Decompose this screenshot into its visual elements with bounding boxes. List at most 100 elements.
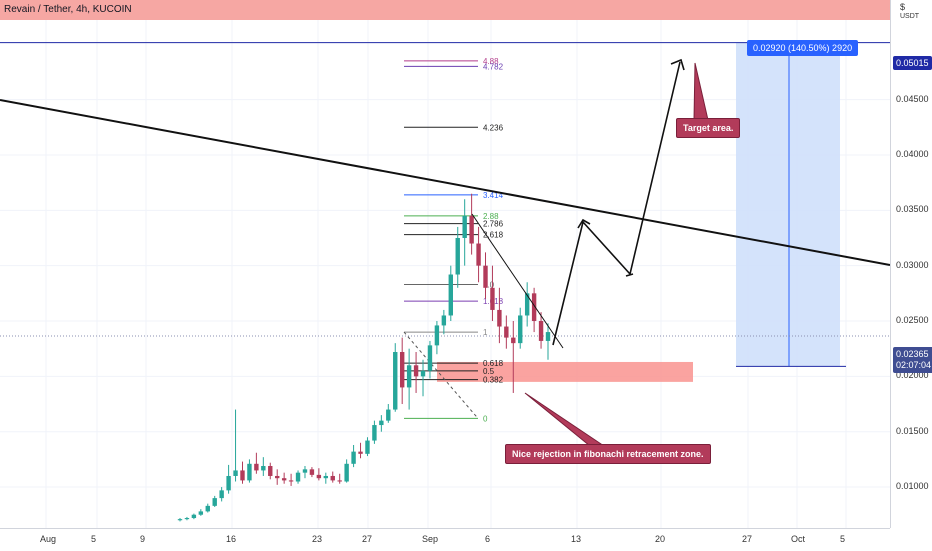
long-trendline	[0, 99, 891, 266]
fib-level-label: 0.618	[483, 359, 504, 368]
fib-level-label: 2.618	[483, 231, 504, 240]
candle-body	[483, 265, 488, 288]
candle-body	[399, 352, 405, 388]
candle-body	[448, 274, 453, 316]
candle-body	[226, 475, 231, 491]
price-tick-label: 0.01500	[896, 425, 929, 436]
candle-body	[413, 365, 419, 377]
candle-body	[420, 370, 426, 377]
candle-body	[254, 463, 259, 471]
candle-body	[518, 315, 523, 344]
title-banner	[0, 0, 890, 20]
candle-body	[275, 475, 280, 479]
short-trendline	[471, 213, 564, 349]
candle-body	[233, 470, 238, 476]
candle-body	[302, 469, 308, 473]
candle-body	[434, 325, 440, 346]
fib-level-label: 2.0	[483, 280, 495, 289]
time-tick-label: Oct	[791, 534, 806, 544]
candle-body	[406, 365, 412, 388]
candle-body	[504, 326, 509, 338]
candlestick-series	[177, 193, 551, 522]
price-axis[interactable]	[890, 0, 932, 528]
measure-label: 0.02920 (140.50%) 2920	[747, 40, 859, 56]
time-axis[interactable]	[0, 528, 890, 551]
candle-body	[469, 215, 474, 244]
fib-level-label: 2.88	[483, 212, 499, 221]
fib-level-label: 0.382	[483, 376, 504, 385]
current-price-value: 0.02365	[896, 349, 929, 359]
candle-body	[455, 237, 460, 275]
price-tick-label: 0.03500	[896, 204, 929, 215]
candle-body	[212, 498, 217, 506]
candle-body	[198, 511, 204, 515]
fib-level-label: 4.88	[483, 57, 499, 66]
time-tick-label: 27	[742, 534, 753, 544]
price-tick-label: 0.03000	[896, 259, 929, 270]
fib-level-label: 0.5	[483, 367, 495, 376]
price-tick-label: 0.04500	[896, 93, 929, 104]
rejection-callout-pointer	[524, 392, 606, 447]
candle-body	[240, 470, 245, 481]
time-tick-label: 5	[91, 534, 97, 544]
time-tick-label: 20	[655, 534, 666, 544]
candle-body	[358, 451, 363, 454]
price-tick-label: 0.02500	[896, 315, 929, 325]
candle-body	[184, 518, 190, 520]
candle-body	[344, 463, 349, 482]
time-tick-label: 5	[840, 534, 846, 544]
price-tick-label: 0.02000	[896, 370, 929, 381]
projection-path	[552, 61, 681, 346]
target-callout-pointer	[693, 62, 709, 121]
measure-box	[736, 42, 840, 367]
candle-body	[281, 478, 287, 481]
price-tick-label: 0.01000	[896, 481, 929, 492]
fib-level-label: 3.414	[483, 191, 504, 200]
candle-body	[351, 451, 356, 464]
candle-body	[538, 321, 544, 341]
fib-level-label: 2.786	[483, 220, 504, 229]
projection-corner	[625, 273, 634, 277]
candle-body	[511, 337, 516, 344]
candle-body	[247, 463, 252, 481]
candle-body	[524, 293, 530, 316]
retracement-zone	[437, 361, 693, 382]
time-tick-label: 16	[226, 534, 237, 544]
time-tick-label: 13	[571, 534, 582, 544]
fib-level-label: 1	[483, 328, 488, 337]
projection-arrowhead-1	[577, 218, 591, 229]
target-annotation[interactable]: Target area.	[676, 118, 741, 138]
candle-body	[330, 475, 335, 481]
price-tick-label: 0.04000	[896, 148, 929, 159]
fib-level-label: 4.782	[483, 62, 504, 71]
currency-label[interactable]: $ USDT	[900, 3, 919, 21]
candle-body	[191, 514, 197, 519]
candle-body	[497, 309, 502, 327]
candle-body	[427, 345, 433, 371]
currency-dollar: $	[900, 2, 906, 12]
fib-diagonal	[403, 331, 479, 419]
currency-code: USDT	[900, 13, 920, 20]
time-tick-label: Aug	[40, 534, 57, 544]
candle-body	[379, 420, 384, 426]
candle-body	[261, 466, 266, 471]
candle-body	[268, 466, 273, 476]
candle-body	[365, 440, 370, 454]
candle-body	[545, 332, 551, 341]
rejection-annotation[interactable]: Nice rejection in fibonachi retracement …	[505, 444, 711, 464]
candle-body	[490, 287, 495, 310]
candle-body	[309, 469, 315, 475]
time-tick-label: 9	[140, 534, 146, 544]
current-price-label: 0.02365 02:07:04	[893, 347, 932, 373]
candle-body	[316, 474, 322, 479]
fib-level-label: 4.236	[483, 123, 504, 132]
candle-body	[219, 490, 224, 499]
time-tick-label: 27	[362, 534, 373, 544]
candle-body	[295, 472, 301, 482]
symbol-title[interactable]: Revain / Tether, 4h, KUCOIN	[4, 4, 132, 15]
candle-body	[205, 505, 210, 512]
candle-body	[531, 293, 537, 322]
target-price-label: 0.05015	[893, 56, 932, 70]
candle-body	[476, 243, 481, 266]
